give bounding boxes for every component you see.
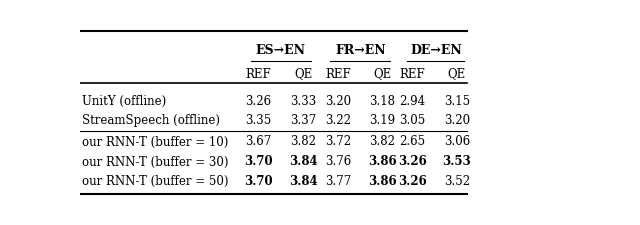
Text: 3.82: 3.82 [290,135,316,148]
Text: UnitY (offline): UnitY (offline) [83,94,167,107]
Text: 3.26: 3.26 [246,94,271,107]
Text: 3.76: 3.76 [324,155,351,168]
Text: 3.67: 3.67 [245,135,272,148]
Text: 3.26: 3.26 [398,155,427,168]
Text: 3.52: 3.52 [444,174,470,187]
Text: FR→EN: FR→EN [335,44,385,57]
Text: 3.22: 3.22 [325,113,351,126]
Text: our RNN-T (buffer = 30): our RNN-T (buffer = 30) [83,155,229,168]
Text: 3.15: 3.15 [444,94,470,107]
Text: 3.53: 3.53 [443,155,471,168]
Text: StreamSpeech (offline): StreamSpeech (offline) [83,113,220,126]
Text: 3.06: 3.06 [444,135,470,148]
Text: ES→EN: ES→EN [256,44,306,57]
Text: our RNN-T (buffer = 10): our RNN-T (buffer = 10) [83,135,229,148]
Text: 2.94: 2.94 [399,94,426,107]
Text: 3.19: 3.19 [369,113,396,126]
Text: REF: REF [246,67,271,80]
Text: 2.65: 2.65 [399,135,426,148]
Text: 3.72: 3.72 [325,135,351,148]
Text: REF: REF [325,67,351,80]
Text: 3.77: 3.77 [324,174,351,187]
Text: QE: QE [294,67,312,80]
Text: QE: QE [373,67,392,80]
Text: 3.18: 3.18 [369,94,396,107]
Text: 3.33: 3.33 [290,94,316,107]
Text: 3.84: 3.84 [289,155,317,168]
Text: 3.70: 3.70 [244,155,273,168]
Text: QE: QE [448,67,466,80]
Text: 3.05: 3.05 [399,113,426,126]
Text: 3.20: 3.20 [444,113,470,126]
Text: 3.70: 3.70 [244,174,273,187]
Text: REF: REF [399,67,425,80]
Text: 3.82: 3.82 [369,135,396,148]
Text: 3.86: 3.86 [368,155,397,168]
Text: 3.26: 3.26 [398,174,427,187]
Text: 3.86: 3.86 [368,174,397,187]
Text: DE→EN: DE→EN [410,44,461,57]
Text: 3.84: 3.84 [289,174,317,187]
Text: our RNN-T (buffer = 50): our RNN-T (buffer = 50) [83,174,229,187]
Text: 3.37: 3.37 [290,113,316,126]
Text: 3.20: 3.20 [325,94,351,107]
Text: 3.35: 3.35 [245,113,272,126]
